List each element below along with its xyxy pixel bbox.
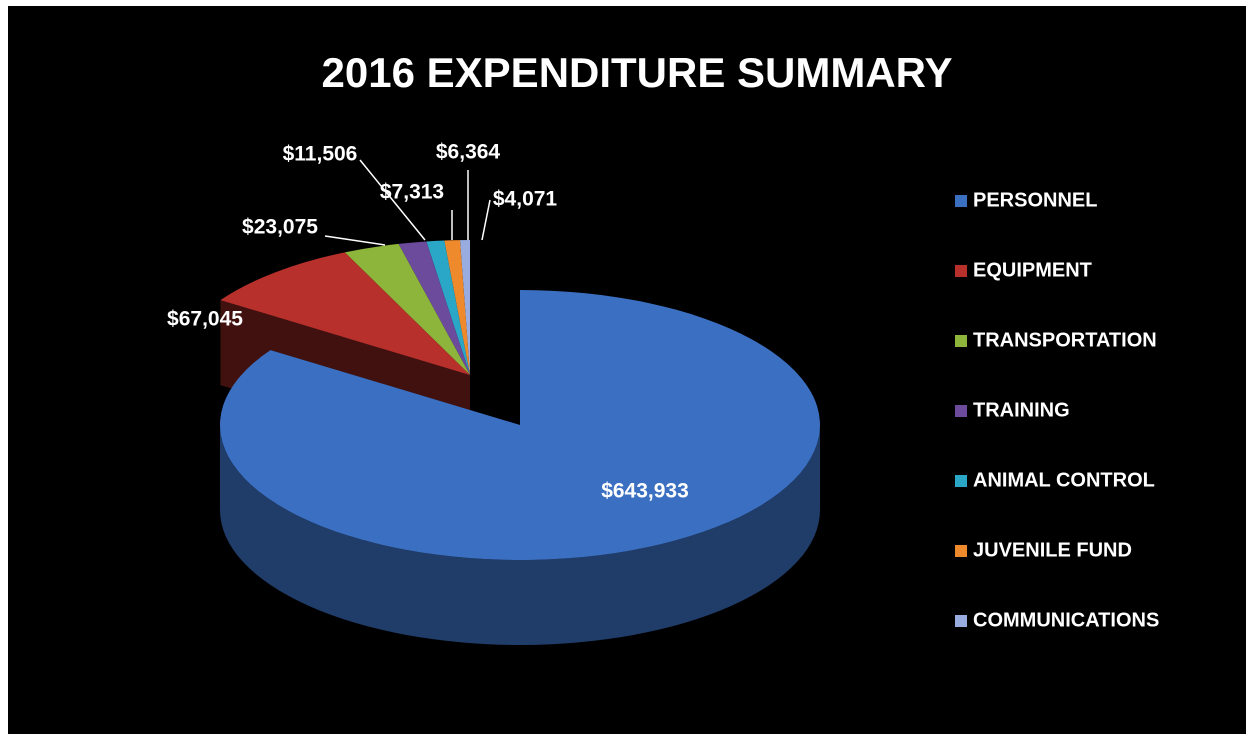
- legend-swatch: [955, 475, 967, 487]
- leader-line: [359, 159, 426, 241]
- leader-line: [481, 199, 491, 241]
- data-label: $67,045: [167, 308, 243, 331]
- legend-swatch: [955, 195, 967, 207]
- legend-label: EQUIPMENT: [973, 259, 1092, 281]
- data-label: $7,313: [380, 181, 444, 204]
- data-label: $11,506: [283, 143, 358, 166]
- slice-top: [459, 240, 470, 375]
- legend-swatch: [955, 335, 967, 347]
- legend-label: COMMUNICATIONS: [973, 609, 1159, 631]
- slice-top: [220, 290, 821, 560]
- legend-label: JUVENILE FUND: [973, 539, 1132, 561]
- legend-label: ANIMAL CONTROL: [973, 469, 1155, 491]
- legend-swatch: [955, 265, 967, 277]
- legend-label: PERSONNEL: [973, 189, 1097, 211]
- data-label: $6,364: [436, 141, 501, 164]
- legend-swatch: [955, 405, 967, 417]
- legend-label: TRANSPORTATION: [973, 329, 1157, 351]
- slice-top: [344, 243, 470, 375]
- legend-label: TRAINING: [973, 399, 1070, 421]
- slice-top: [398, 241, 470, 375]
- legend-swatch: [955, 545, 967, 557]
- slice-top: [220, 252, 470, 375]
- chart-title: 2016 EXPENDITURE SUMMARY: [322, 49, 953, 96]
- data-label: $23,075: [242, 216, 318, 239]
- legend-swatch: [955, 615, 967, 627]
- leader-line: [324, 235, 386, 246]
- slice-top: [426, 240, 470, 375]
- slice-side: [220, 425, 820, 645]
- slice-top: [444, 240, 470, 375]
- data-label: $643,933: [601, 480, 689, 503]
- slice: [220, 290, 821, 645]
- data-label: $4,071: [493, 188, 558, 211]
